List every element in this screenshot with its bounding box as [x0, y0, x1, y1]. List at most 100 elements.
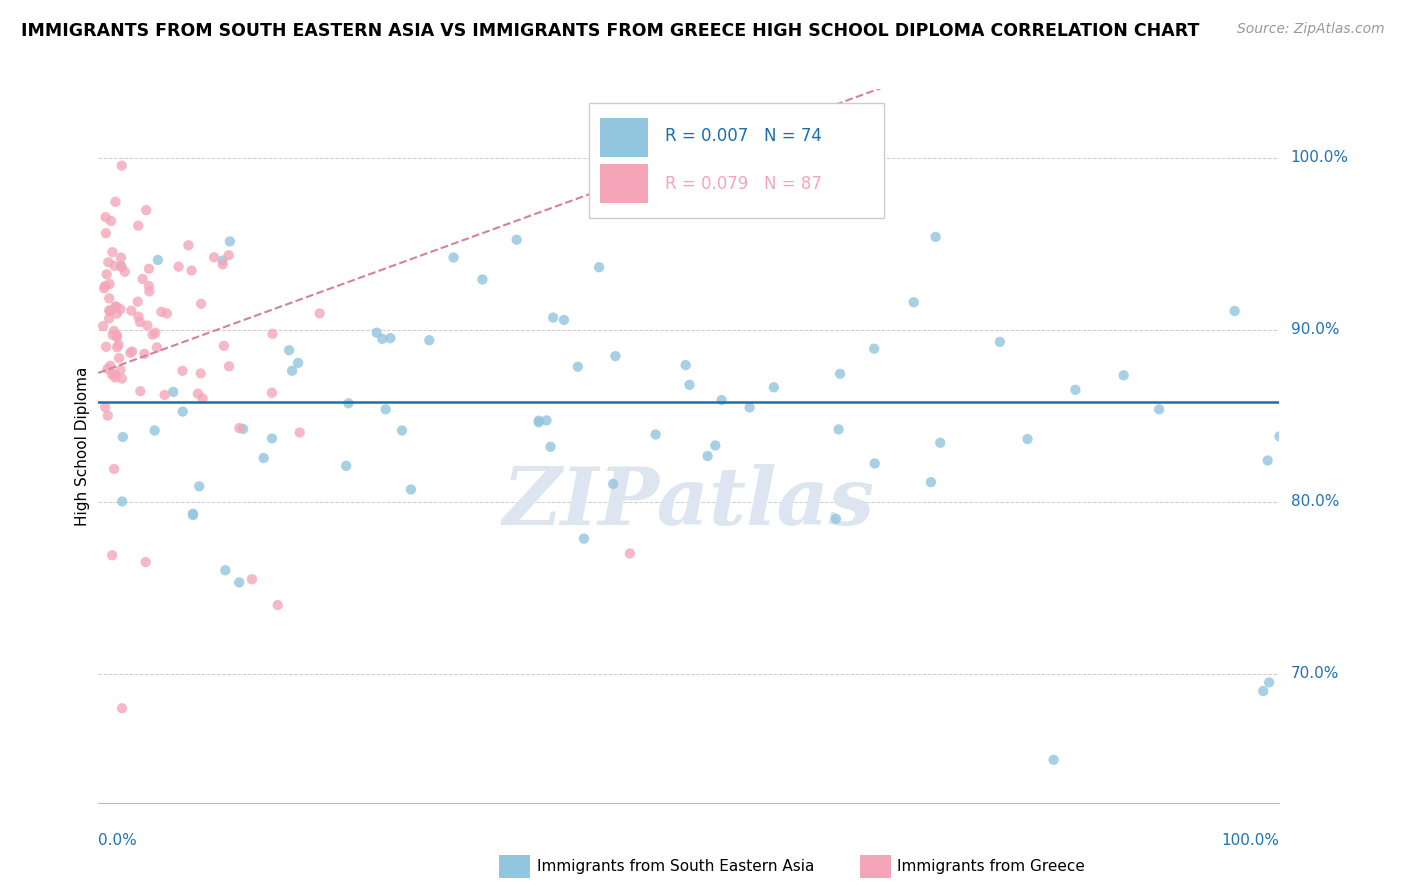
Point — [527, 414, 550, 428]
Point — [138, 285, 160, 299]
Point — [101, 328, 124, 343]
Point — [156, 306, 179, 320]
Point — [228, 575, 250, 590]
Point — [1017, 432, 1039, 446]
Point — [214, 563, 236, 577]
Point — [97, 409, 120, 423]
Point — [94, 340, 117, 354]
Point — [127, 294, 149, 309]
Point — [924, 230, 946, 244]
Point — [1251, 684, 1274, 698]
Point — [218, 235, 240, 249]
Point — [825, 512, 848, 526]
Point — [678, 377, 700, 392]
Point — [696, 449, 718, 463]
Point — [262, 326, 284, 341]
Point — [1112, 368, 1135, 383]
Point — [380, 331, 402, 345]
Point — [103, 462, 125, 476]
Point — [172, 364, 194, 378]
Text: 70.0%: 70.0% — [1291, 666, 1339, 681]
Point — [187, 386, 209, 401]
Point — [260, 431, 283, 445]
Point — [1268, 429, 1291, 443]
Point — [443, 251, 465, 265]
Point — [181, 507, 204, 521]
Text: Immigrants from South Eastern Asia: Immigrants from South Eastern Asia — [537, 859, 814, 873]
Point — [1042, 753, 1064, 767]
Point — [540, 440, 562, 454]
Point — [98, 304, 121, 318]
FancyBboxPatch shape — [600, 164, 648, 203]
Point — [107, 338, 129, 352]
Point — [863, 457, 886, 471]
Point — [101, 368, 124, 382]
Point — [218, 248, 240, 262]
Point — [308, 306, 330, 320]
Point — [121, 344, 143, 359]
Point — [675, 358, 697, 372]
Point — [211, 253, 233, 268]
Point — [762, 380, 785, 394]
Text: IMMIGRANTS FROM SOUTH EASTERN ASIA VS IMMIGRANTS FROM GREECE HIGH SCHOOL DIPLOMA: IMMIGRANTS FROM SOUTH EASTERN ASIA VS IM… — [21, 22, 1199, 40]
Point — [120, 345, 142, 359]
Point — [129, 315, 152, 329]
Point — [104, 370, 127, 384]
Point — [103, 259, 125, 273]
Text: 100.0%: 100.0% — [1291, 151, 1348, 166]
Point — [96, 362, 118, 376]
Point — [738, 401, 761, 415]
Point — [827, 422, 849, 436]
Point — [228, 421, 250, 435]
Point — [131, 272, 153, 286]
Text: 80.0%: 80.0% — [1291, 494, 1339, 509]
FancyBboxPatch shape — [600, 118, 648, 157]
Point — [714, 181, 737, 195]
Point — [371, 332, 394, 346]
Point — [1147, 402, 1170, 417]
Point — [287, 356, 309, 370]
Point — [920, 475, 942, 490]
Point — [110, 302, 132, 317]
Point — [903, 295, 925, 310]
Point — [127, 310, 149, 324]
Point — [105, 307, 128, 321]
Point — [619, 546, 641, 560]
Point — [180, 263, 202, 277]
Point — [1223, 304, 1246, 318]
Point — [167, 260, 190, 274]
Point — [553, 313, 575, 327]
Point — [111, 494, 134, 508]
Point — [366, 326, 388, 340]
Text: 90.0%: 90.0% — [1291, 322, 1339, 337]
Point — [146, 252, 169, 267]
Text: R = 0.007   N = 74: R = 0.007 N = 74 — [665, 128, 823, 145]
Point — [150, 305, 173, 319]
Point — [399, 483, 422, 497]
Point — [1258, 675, 1281, 690]
Point — [110, 363, 132, 377]
Point — [863, 342, 886, 356]
Point — [211, 257, 233, 271]
Point — [111, 701, 134, 715]
Point — [138, 261, 160, 276]
Point — [536, 413, 558, 427]
Point — [527, 415, 550, 429]
Point — [281, 364, 304, 378]
Point — [181, 508, 204, 522]
Point — [260, 385, 283, 400]
Point — [110, 260, 132, 274]
Point — [253, 450, 276, 465]
Point — [91, 319, 114, 334]
Text: ZIPatlas: ZIPatlas — [503, 465, 875, 541]
Point — [110, 251, 132, 265]
Point — [98, 311, 121, 326]
Point — [1064, 383, 1087, 397]
Point — [134, 347, 156, 361]
Point — [278, 343, 301, 358]
Point — [704, 438, 727, 452]
Point — [929, 435, 952, 450]
Point — [111, 371, 134, 385]
Point — [505, 233, 527, 247]
Point — [105, 340, 128, 354]
